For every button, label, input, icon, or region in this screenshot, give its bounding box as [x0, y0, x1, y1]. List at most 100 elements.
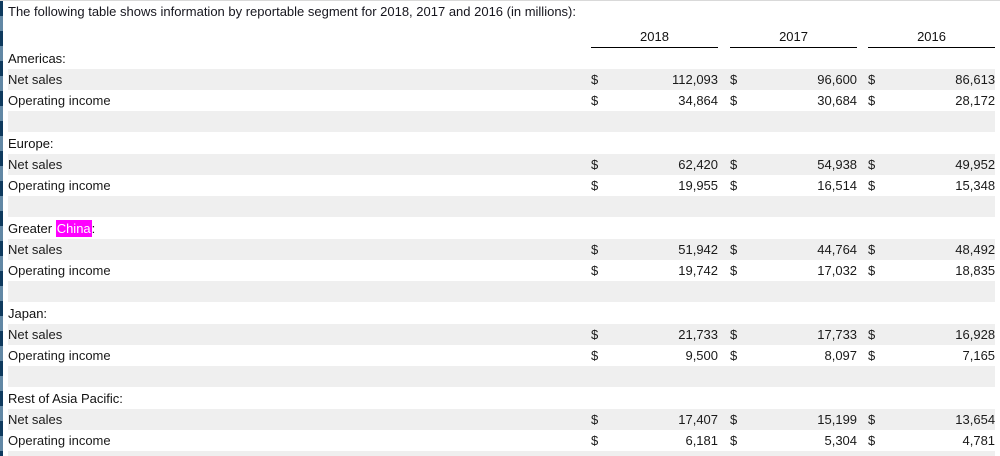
- currency-symbol: $: [730, 433, 738, 448]
- value-cell: 86,613: [888, 69, 996, 90]
- column-gap: [857, 239, 869, 260]
- currency-symbol: $: [730, 324, 751, 345]
- value-cell: 5,304: [824, 433, 858, 448]
- value-cell: 13,654: [888, 409, 996, 430]
- table-row: Operating income $19,955 $16,514 $15,348: [8, 175, 995, 196]
- value-cell: 18,835: [955, 263, 996, 278]
- currency-symbol: $: [868, 69, 889, 90]
- row-label: Operating income: [8, 93, 111, 108]
- section-header-row: Europe:: [8, 132, 995, 154]
- currency-symbol: $: [868, 93, 876, 108]
- column-gap: [857, 430, 868, 451]
- table-row: Net sales $21,733 $17,733 $16,928: [8, 324, 996, 345]
- value-cell: 30,684: [817, 93, 858, 108]
- currency-symbol: $: [591, 154, 611, 175]
- currency-symbol: $: [730, 69, 751, 90]
- table-row: Operating income $9,500 $8,097 $7,165: [8, 345, 995, 366]
- label-column-spacer: [8, 26, 591, 47]
- row-label: Operating income: [8, 263, 111, 278]
- column-gap: [857, 324, 869, 345]
- value-cell: 112,093: [611, 69, 719, 90]
- value-cell: 54,938: [750, 154, 858, 175]
- column-gap: [718, 90, 730, 111]
- spacer-row: [8, 196, 996, 217]
- row-label: Net sales: [8, 409, 591, 430]
- table-row: Operating income $6,181 $5,304 $4,781: [8, 430, 995, 451]
- column-gap: [718, 345, 730, 366]
- spacer-row: [8, 366, 996, 387]
- currency-symbol: $: [730, 178, 738, 193]
- value-cell: 4,781: [962, 433, 996, 448]
- spacer-row: [8, 451, 996, 456]
- value-cell: 21,733: [611, 324, 719, 345]
- currency-symbol: $: [868, 263, 876, 278]
- section-label-text: Greater: [8, 220, 56, 236]
- value-cell: 49,952: [888, 154, 996, 175]
- column-gap: [857, 345, 868, 366]
- currency-symbol: $: [730, 154, 751, 175]
- column-gap: [718, 239, 731, 260]
- value-cell: 62,420: [611, 154, 719, 175]
- section-header-row: Americas:: [8, 47, 995, 69]
- column-gap: [718, 409, 731, 430]
- currency-symbol: $: [868, 239, 889, 260]
- value-cell: 96,600: [750, 69, 858, 90]
- currency-symbol: $: [591, 239, 611, 260]
- spacer-cell: [8, 196, 996, 217]
- column-gap: [718, 260, 730, 281]
- column-gap: [857, 90, 868, 111]
- currency-symbol: $: [730, 239, 751, 260]
- column-gap: [857, 26, 868, 47]
- currency-symbol: $: [730, 409, 751, 430]
- year-column-header: 2016: [868, 26, 996, 48]
- row-label: Net sales: [8, 239, 591, 260]
- table-row: Operating income $34,864 $30,684 $28,172: [8, 90, 995, 111]
- segment-table: 2018 2017 2016 Americas: Net sales $112,09…: [8, 26, 996, 456]
- currency-symbol: $: [591, 324, 611, 345]
- currency-symbol: $: [591, 263, 599, 278]
- year-header-row: 2018 2017 2016: [8, 26, 996, 48]
- value-cell: 17,032: [817, 263, 858, 278]
- currency-symbol: $: [591, 93, 599, 108]
- left-edge-bar: [0, 1, 3, 456]
- value-cell: 17,733: [750, 324, 858, 345]
- value-cell: 6,181: [685, 433, 719, 448]
- column-gap: [857, 154, 869, 175]
- value-cell: 48,492: [888, 239, 996, 260]
- section-label: Americas:: [8, 50, 66, 66]
- intro-text: The following table shows information by…: [8, 4, 576, 19]
- spacer-row: [8, 111, 996, 132]
- section-label: Europe:: [8, 135, 54, 151]
- column-gap: [857, 260, 868, 281]
- currency-symbol: $: [868, 348, 876, 363]
- column-gap: [857, 409, 869, 430]
- column-gap: [718, 175, 730, 196]
- section-label: Japan:: [8, 305, 48, 321]
- value-cell: 44,764: [750, 239, 858, 260]
- currency-symbol: $: [868, 433, 876, 448]
- value-cell: 19,955: [678, 178, 719, 193]
- value-cell: 34,864: [678, 93, 719, 108]
- value-cell: 15,348: [955, 178, 996, 193]
- currency-symbol: $: [730, 348, 738, 363]
- column-gap: [718, 324, 731, 345]
- value-cell: 15,199: [750, 409, 858, 430]
- section-header-row: Greater China:: [8, 217, 995, 239]
- currency-symbol: $: [868, 324, 889, 345]
- currency-symbol: $: [591, 433, 599, 448]
- row-label: Operating income: [8, 348, 111, 363]
- value-cell: 28,172: [955, 93, 996, 108]
- section-label: Greater China:: [8, 217, 995, 239]
- row-label: Net sales: [8, 324, 591, 345]
- row-label: Net sales: [8, 154, 591, 175]
- row-label: Operating income: [8, 178, 111, 193]
- column-gap: [718, 154, 731, 175]
- value-cell: 9,500: [685, 348, 719, 363]
- table-row: Operating income $19,742 $17,032 $18,835: [8, 260, 995, 281]
- search-highlight: China: [55, 219, 92, 237]
- table-row: Net sales $51,942 $44,764 $48,492: [8, 239, 996, 260]
- currency-symbol: $: [591, 178, 599, 193]
- table-row: Net sales $62,420 $54,938 $49,952: [8, 154, 996, 175]
- section-header-row: Japan:: [8, 302, 995, 324]
